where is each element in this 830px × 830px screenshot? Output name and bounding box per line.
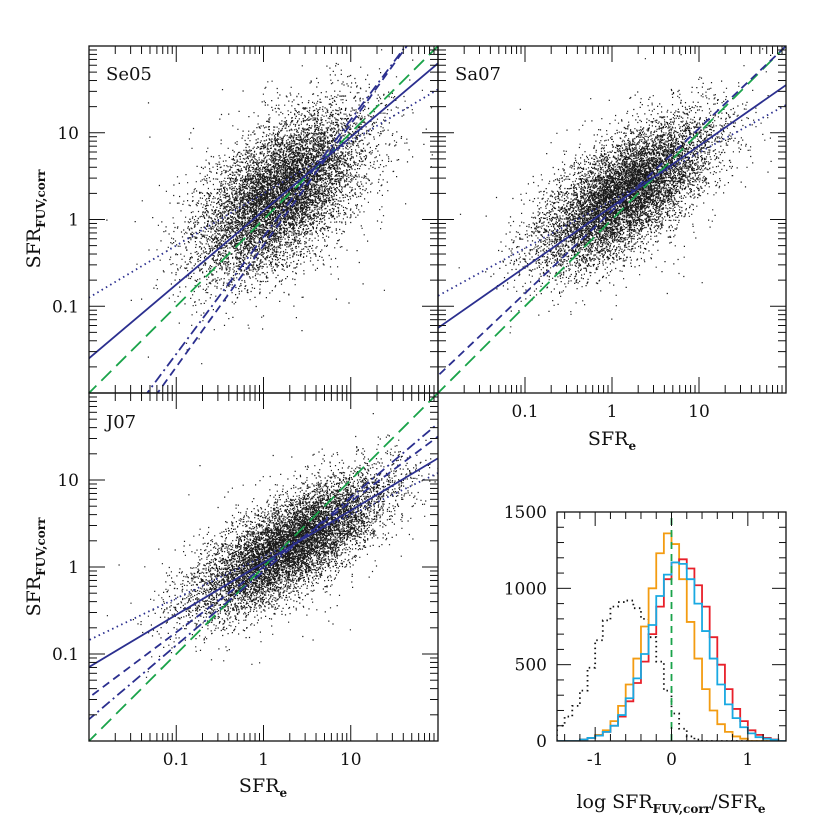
- x-tick-label: 1: [607, 402, 618, 422]
- axis-ticks-se05: 0.1 1 10: [52, 46, 438, 394]
- panel-histogram: -1 0 1 0 500 1000 1500: [504, 503, 787, 770]
- y-tick-label: 1: [68, 558, 79, 578]
- fit-line: [438, 103, 786, 297]
- scatter-cloud-sa07: [458, 48, 786, 334]
- panel-j07: 0.1 1 10 0.1 1 10 J07: [52, 392, 439, 770]
- fit-line: [89, 472, 438, 642]
- x-tick-label: 10: [340, 750, 362, 770]
- y-tick-label: 10: [57, 471, 79, 491]
- x-tick-label: 10: [688, 402, 710, 422]
- xlabel-sa07: SFRe: [588, 428, 637, 453]
- fit-line: [438, 46, 786, 393]
- fit-lines-j07: [89, 393, 438, 741]
- fit-line: [438, 83, 786, 330]
- fit-line: [146, 46, 407, 393]
- panel-se05: 0.1 1 10 Se05: [52, 45, 439, 394]
- panel-label-sa07: Sa07: [455, 64, 501, 85]
- fit-line: [89, 393, 438, 741]
- fit-lines-se05: [89, 46, 438, 393]
- fit-line: [89, 422, 438, 721]
- frame-sa07: [437, 45, 787, 394]
- ylabel-j07: SFRFUV,corr: [23, 517, 48, 617]
- ylabel-se05: SFRFUV,corr: [23, 169, 48, 269]
- scatter-cloud-j07: [106, 413, 438, 678]
- y-tick-label: 0.1: [52, 645, 79, 665]
- x-tick-label: -1: [587, 750, 604, 770]
- y-tick-label: 0: [536, 732, 547, 752]
- y-tick-label: 1500: [504, 503, 547, 523]
- fit-line: [89, 457, 438, 669]
- y-tick-label: 1: [68, 211, 79, 231]
- x-tick-label: 0: [666, 750, 677, 770]
- x-tick-label: 0.1: [163, 750, 190, 770]
- fit-line: [89, 46, 438, 393]
- fit-line: [89, 435, 438, 699]
- panel-label-se05: Se05: [106, 64, 152, 85]
- xlabel-j07: SFRe: [239, 775, 288, 800]
- scatter-points: [106, 413, 438, 678]
- fit-line: [156, 46, 408, 393]
- fit-line: [89, 62, 438, 360]
- frame-j07: [88, 392, 439, 742]
- panel-label-j07: J07: [104, 412, 136, 433]
- y-tick-label: 0.1: [52, 297, 79, 317]
- axis-ticks-sa07: 0.1 1 10: [437, 46, 786, 422]
- histogram-series: [557, 512, 786, 741]
- scatter-points: [458, 48, 786, 334]
- histogram-line: [557, 599, 786, 741]
- fit-line: [438, 46, 786, 377]
- x-tick-label: 1: [258, 750, 269, 770]
- x-tick-label: 0.1: [511, 402, 538, 422]
- xlabel-histogram: log SFRFUV,corr/SFRe: [576, 791, 765, 816]
- y-tick-label: 1000: [504, 579, 547, 599]
- axis-ticks-hist: -1 0 1 0 500 1000 1500: [504, 503, 786, 770]
- frame-histogram: [556, 511, 787, 742]
- y-tick-label: 10: [57, 124, 79, 144]
- y-tick-label: 500: [515, 656, 547, 676]
- fit-lines-sa07: [438, 46, 786, 393]
- x-tick-label: 1: [742, 750, 753, 770]
- panel-sa07: 0.1 1 10 Sa07: [437, 45, 787, 422]
